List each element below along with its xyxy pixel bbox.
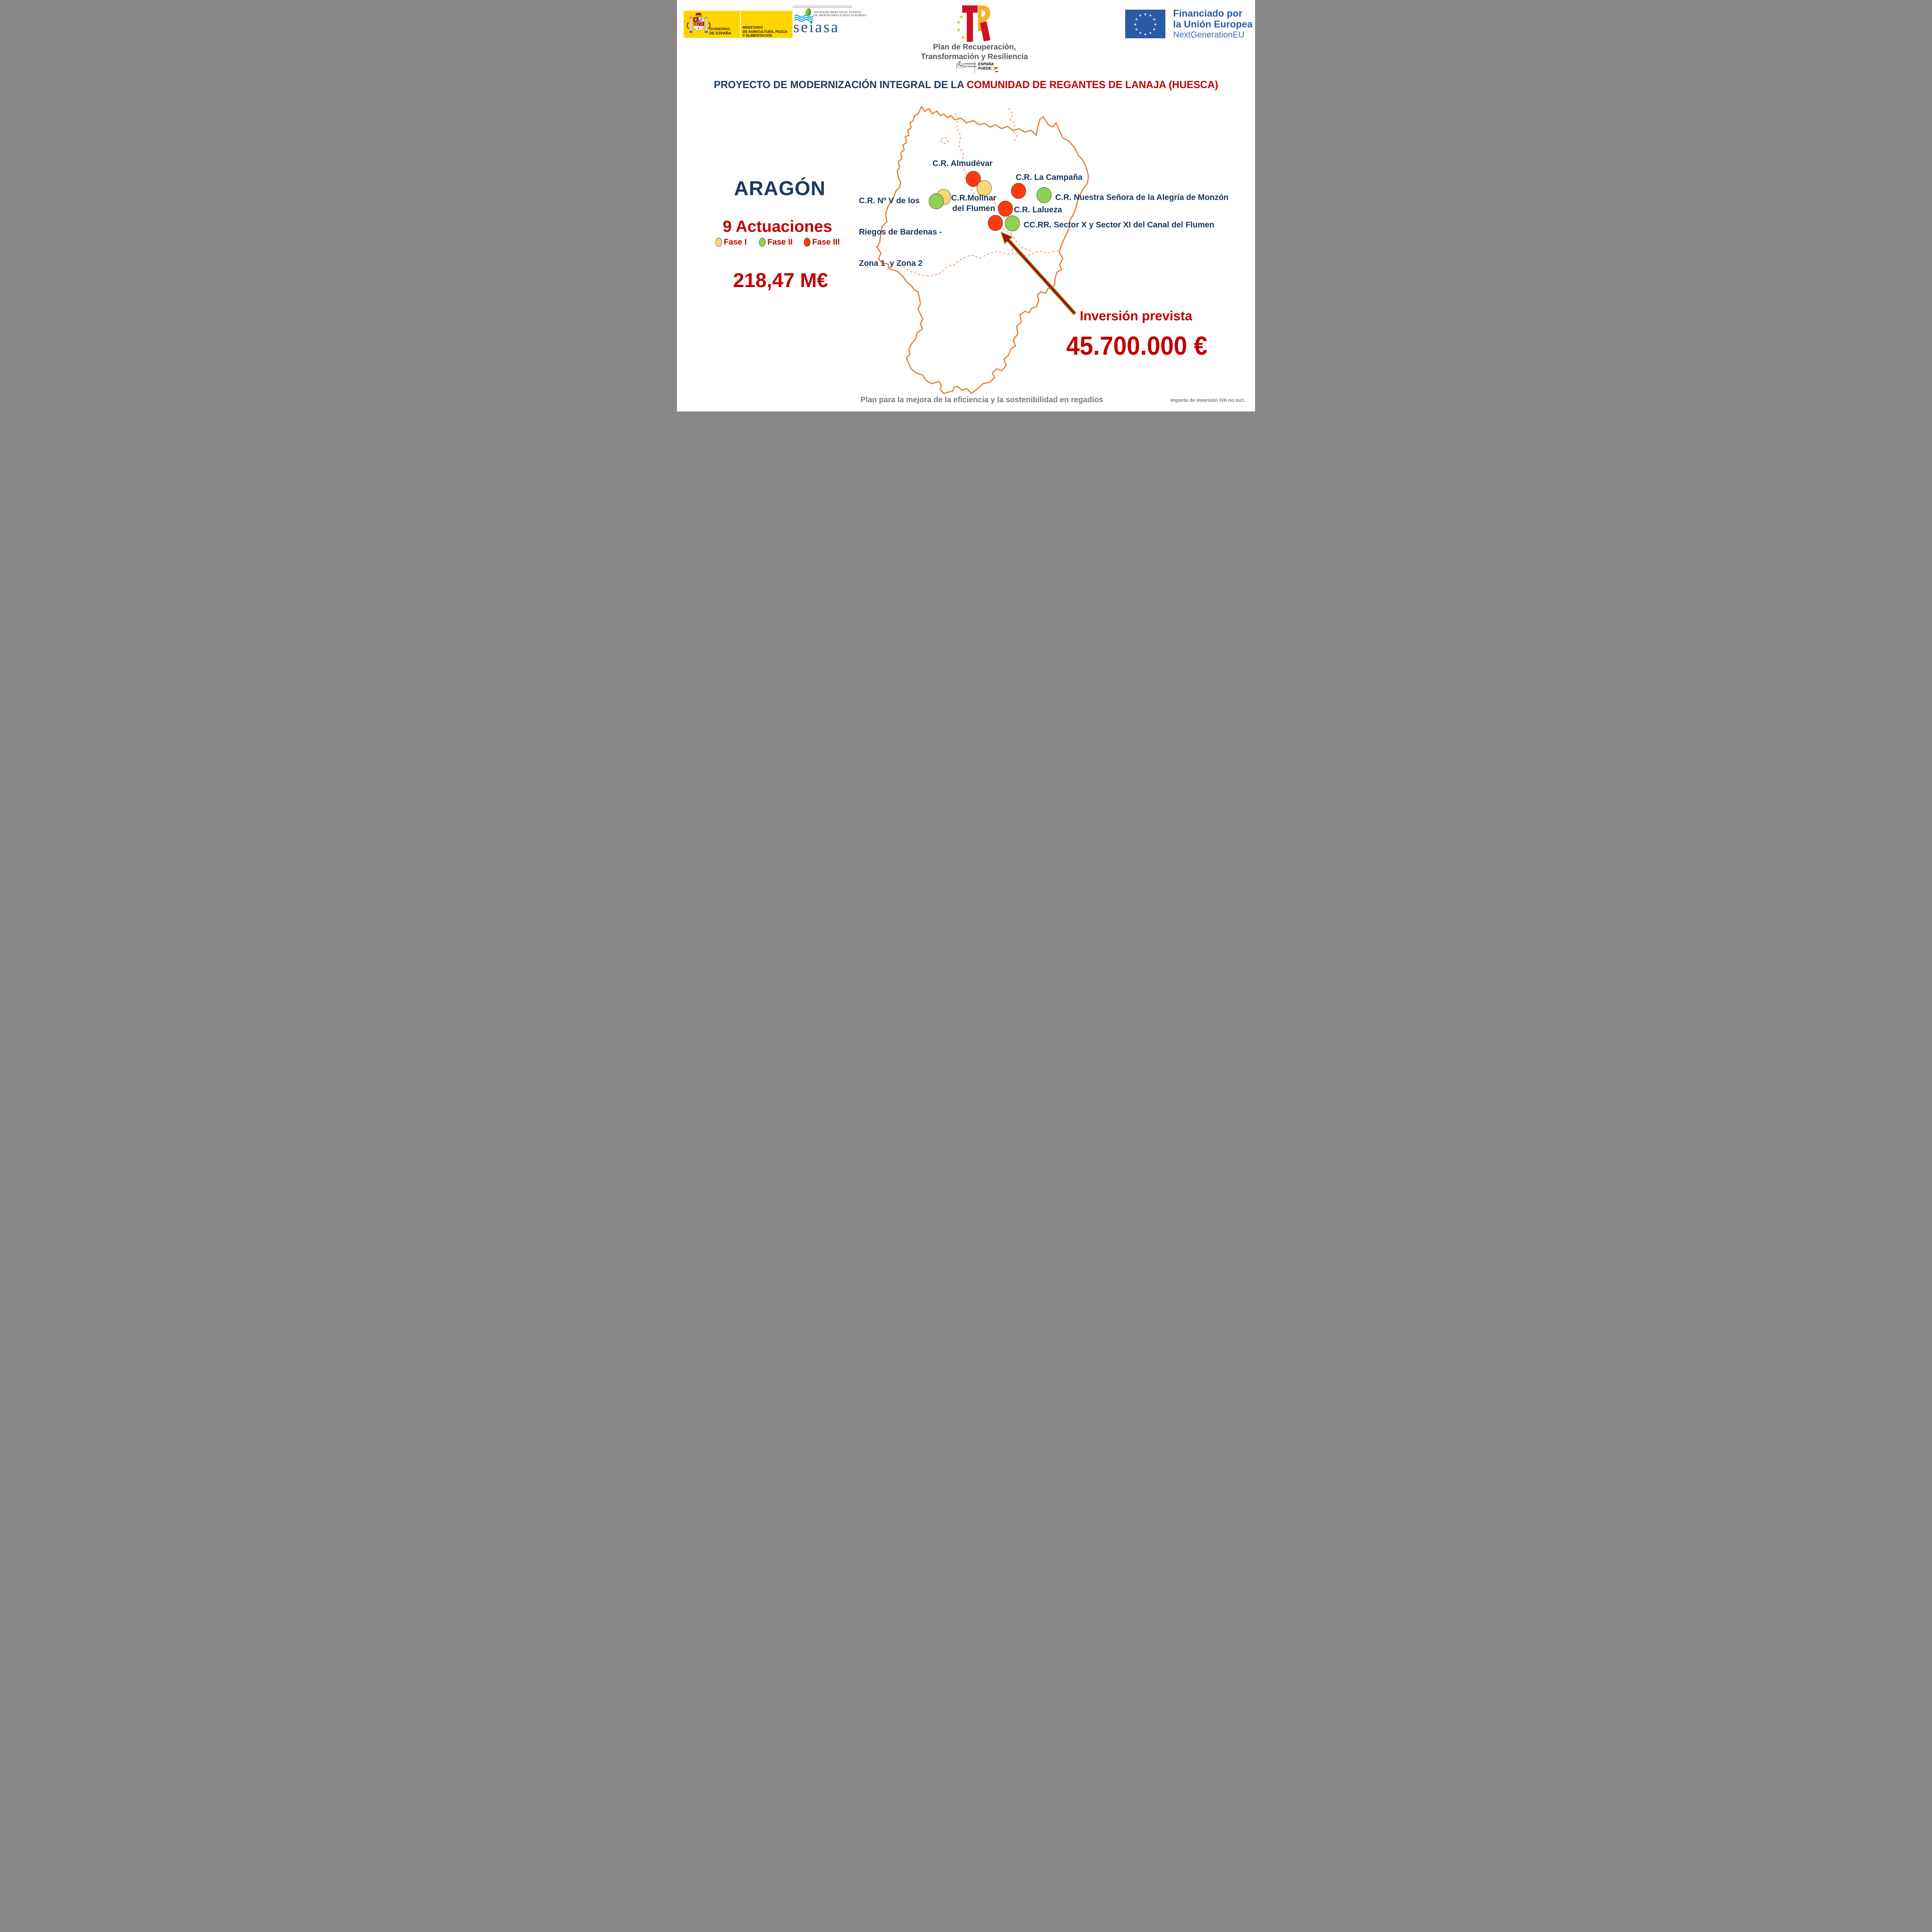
map-label-la-campana: C.R. La Campaña: [1015, 173, 1083, 182]
eu-flag-icon: ★ ★ ★ ★ ★ ★ ★ ★ ★ ★ ★ ★: [1125, 10, 1165, 38]
legend-item-fase3: Fase III: [804, 238, 840, 247]
seiasa-wordmark: seiasa: [793, 18, 840, 36]
espana-puede-flag-icon: [956, 61, 998, 73]
seiasa-tagline-line1: SOCIEDAD MERCANTIL ESTATAL: [814, 11, 862, 14]
map-label-lalueza: C.R. Lalueza: [1014, 205, 1062, 214]
investment-label: Inversión prevista: [1080, 309, 1192, 323]
seiasa-leaf-icon: [805, 8, 811, 16]
plan-recuperacion-title: Plan de Recuperación, Transformación y R…: [897, 43, 1052, 62]
page-title-red: COMUNIDAD DE REGANTES DE LANAJA (HUESCA): [966, 79, 1218, 90]
map-label-sector: CC.RR. Sector X y Sector XI del Canal de…: [1024, 220, 1214, 230]
footer-plan-text: Plan para la mejora de la eficiencia y l…: [860, 396, 1104, 404]
map-label-molinar-line2: del Flumen: [952, 204, 995, 213]
spain-coat-of-arms-icon: [687, 13, 711, 33]
gobierno-logo-text: GOBIERNO DE ESPAÑA: [709, 27, 731, 36]
seiasa-tagline-line2: DE INFRAESTRUCTURAS AGRARIAS: [814, 14, 867, 17]
eu-star-icon: ★: [1153, 27, 1156, 31]
map-label-bardenas-line1: C.R. Nº V de los: [859, 196, 920, 205]
eu-funding-line1: Financiado por: [1173, 8, 1243, 19]
investment-amount: 45.700.000 €: [1066, 331, 1208, 361]
eu-star-icon: ★: [1134, 22, 1137, 26]
espana-puede-line1: ESPAÑA: [978, 62, 994, 66]
map-label-almudevar: C.R. Almudévar: [932, 159, 993, 168]
fase3-dot-icon: [804, 238, 811, 247]
legend-label-fase1: Fase I: [724, 238, 747, 247]
map-label-molinar: C.R.Molinar del Flumen: [951, 193, 997, 214]
total-investment: 218,47 M€: [733, 269, 828, 292]
tr-star-icon: ★: [956, 27, 961, 33]
map-dot-la-campana: [1011, 183, 1026, 199]
slide-canvas: ★ ★ ★ ★ ★: [677, 0, 1255, 412]
ministerio-logo-text: MINISTERIO DE AGRICULTURA, PESCA Y ALIME…: [743, 26, 787, 38]
gobierno-logo-divider: [740, 12, 741, 37]
ministerio-line3: Y ALIMENTACIÓN: [743, 34, 772, 37]
map-dot-monzon: [1036, 187, 1052, 203]
eu-funding-line3: NextGenerationEU: [1173, 30, 1245, 39]
eu-star-icon: ★: [1135, 27, 1138, 31]
eu-star-icon: ★: [1144, 32, 1147, 36]
gobierno-line2: DE ESPAÑA: [709, 31, 731, 36]
region-name: ARAGÓN: [734, 177, 826, 200]
mini-gobierno-line1: GOBIERNO: [964, 63, 976, 65]
eu-star-icon: ★: [1149, 14, 1152, 17]
aragon-map-outline: [876, 106, 1089, 394]
tr-star-icon: ★: [959, 14, 964, 19]
map-label-molinar-line1: C.R.Molinar: [951, 194, 997, 202]
tr-star-icon: ★: [961, 34, 966, 40]
mini-gobierno-line2: DE ESPAÑA: [964, 65, 977, 68]
ministerio-line2: DE AGRICULTURA, PESCA: [743, 29, 787, 34]
graphics-layer: ★ ★ ★ ★ ★: [687, 5, 1165, 394]
tr-star-icon: ★: [956, 19, 961, 25]
province-borders-dashed: [896, 108, 1060, 277]
eu-star-icon: ★: [1139, 14, 1142, 17]
seiasa-tagline: SOCIEDAD MERCANTIL ESTATAL DE INFRAESTRU…: [814, 11, 866, 17]
map-dot-almudevar: [966, 171, 981, 187]
espana-puede-line2: PUEDE.: [978, 66, 993, 71]
legend-label-fase2: Fase II: [767, 238, 793, 247]
page-title: PROYECTO DE MODERNIZACIÓN INTEGRAL DE LA…: [685, 79, 1246, 91]
fase2-dot-icon: [759, 238, 766, 247]
eu-star-icon: ★: [1144, 12, 1147, 16]
gobierno-line1: GOBIERNO: [709, 27, 730, 31]
eu-star-icon: ★: [1139, 31, 1142, 35]
investment-arrow: [1000, 231, 1077, 316]
plan-recuperacion-tr-logo: ★ ★ ★ ★: [956, 5, 990, 42]
ministerio-line1: MINISTERIO: [743, 26, 763, 29]
footer-iva-note: Importe de inversión IVA no incl.: [1170, 398, 1245, 403]
map-dot-sector-x-xi-b: [1005, 215, 1020, 231]
project-dots: [929, 171, 1052, 231]
legend-item-fase2: Fase II: [759, 238, 793, 247]
fase1-dot-icon: [715, 238, 722, 247]
map-dot-sector-x-xi-a: [988, 215, 1003, 231]
map-label-bardenas-line2: Riegos de Bardenas -: [859, 228, 942, 236]
map-label-bardenas: C.R. Nº V de los Riegos de Bardenas - Zo…: [859, 175, 942, 289]
eu-star-icon: ★: [1149, 31, 1152, 35]
map-dot-bardenas-2: [929, 193, 944, 209]
plan-title-line2: Transformación y Resiliencia: [921, 53, 1028, 61]
eu-star-icon: ★: [1135, 17, 1138, 21]
plan-title-line1: Plan de Recuperación,: [933, 43, 1016, 51]
espana-puede-text: ESPAÑA PUEDE.: [978, 62, 994, 71]
gray-strip-artifact: [793, 5, 852, 8]
mini-gobierno-text: GOBIERNO DE ESPAÑA: [964, 63, 976, 68]
map-label-monzon: C.R. Nuestra Señora de la Alegría de Mon…: [1055, 193, 1229, 202]
eu-star-icon: ★: [1154, 22, 1157, 26]
page-title-navy: PROYECTO DE MODERNIZACIÓN INTEGRAL DE LA: [714, 79, 967, 90]
legend-label-fase3: Fase III: [812, 238, 840, 247]
seiasa-waves-icon: [794, 15, 813, 22]
map-dot-lalueza: [998, 201, 1013, 217]
actions-count: 9 Actuaciones: [723, 217, 832, 235]
eu-funding-line2: la Unión Europea: [1173, 19, 1253, 30]
map-dot-molinar: [976, 180, 992, 196]
eu-star-icon: ★: [1153, 17, 1156, 21]
legend-item-fase1: Fase I: [715, 238, 747, 247]
map-label-bardenas-line3: Zona 1 y Zona 2: [859, 259, 923, 268]
